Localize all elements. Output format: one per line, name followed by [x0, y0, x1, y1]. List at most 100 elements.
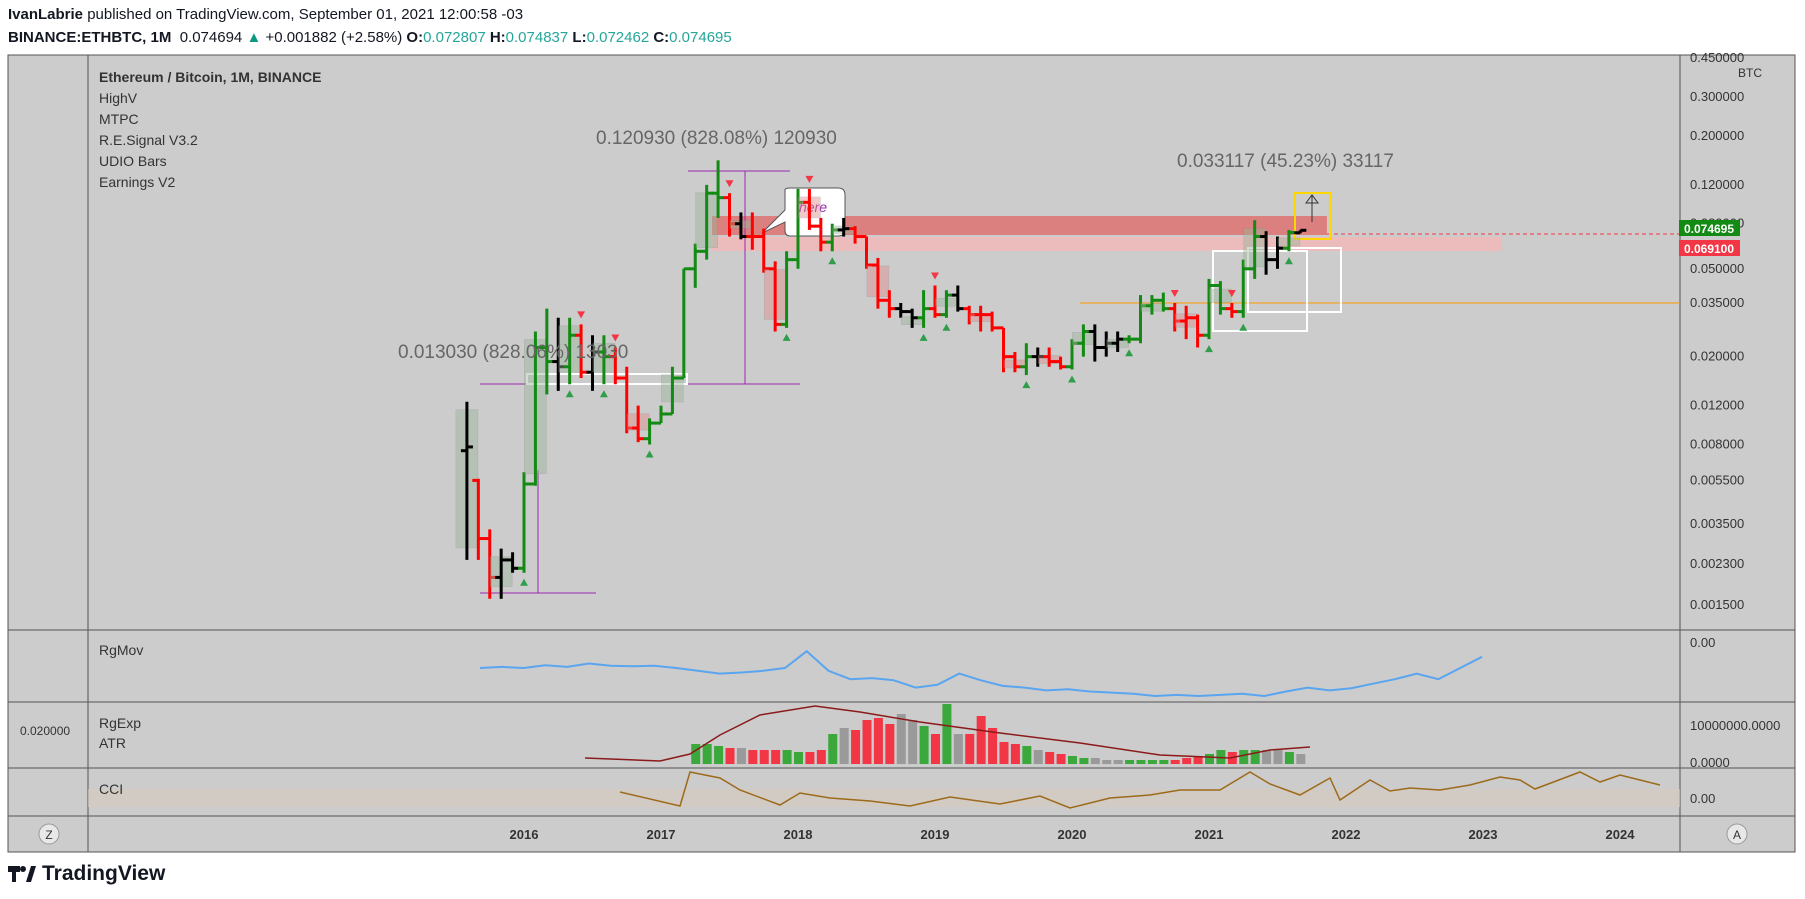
buy-signal-icon	[1284, 257, 1293, 265]
tradingview-logo[interactable]: TradingView	[8, 862, 165, 886]
rgexp-bar	[851, 730, 861, 764]
arrow-up-icon	[1305, 194, 1319, 204]
time-tick: 2023	[1469, 827, 1498, 842]
cci-band	[88, 789, 1680, 807]
rgexp-bar	[965, 734, 975, 764]
auto-scale-left-button[interactable]	[38, 823, 60, 845]
level-price-tag	[1679, 240, 1740, 256]
sell-signal-icon	[577, 311, 586, 319]
rgexp-bar	[1250, 750, 1260, 764]
buy-signal-icon	[828, 257, 837, 265]
price-tick: 0.002300	[1690, 556, 1744, 571]
change-arrow-icon: ▲	[246, 29, 262, 46]
rgexp-bar	[691, 744, 701, 764]
resistance-zone[interactable]	[712, 216, 1327, 235]
white-box-3	[526, 373, 688, 385]
drawing-overlays: here	[480, 170, 1680, 594]
low-value: 0.072462	[586, 29, 650, 46]
rgexp-bar	[1056, 754, 1066, 764]
price-bars	[455, 160, 1307, 599]
rgexp-bar	[1090, 758, 1100, 764]
rgexp-label: RgExp	[99, 715, 141, 731]
ohlc-header: BINANCE:ETHBTC, 1M 0.074694 ▲ +0.001882 …	[8, 29, 732, 46]
time-tick: 2018	[784, 827, 813, 842]
price-tick: 0.035000	[1690, 295, 1744, 310]
rgexp-tick-bottom: 0.0000	[1690, 755, 1730, 770]
rgexp-tick-top: 10000000.0000	[1690, 718, 1780, 733]
time-tick: 2020	[1058, 827, 1087, 842]
rgexp-bar	[976, 716, 986, 764]
price-tick: 0.020000	[1690, 349, 1744, 364]
rgexp-bar	[1273, 750, 1283, 764]
price-tick: 0.012000	[1690, 398, 1744, 413]
rgexp-bar	[748, 750, 758, 764]
rgexp-bar	[1045, 752, 1055, 764]
white-box-1	[1212, 250, 1308, 332]
left-btn-text: Z	[45, 828, 52, 842]
rgexp-bar	[862, 720, 872, 764]
rgexp-bar	[999, 742, 1009, 764]
sell-signal-icon	[1227, 289, 1236, 297]
rgexp-histogram	[691, 704, 1306, 764]
cci-label: CCI	[99, 781, 123, 797]
rgexp-bar	[839, 728, 849, 764]
rgexp-bar	[1193, 756, 1203, 764]
price-tick: 0.200000	[1690, 128, 1744, 143]
last-price-tag-text: 0.074695	[1684, 222, 1734, 236]
price-tick: 0.003500	[1690, 516, 1744, 531]
measure-label-recent: 0.033117 (45.23%) 33117	[1177, 151, 1394, 172]
buy-signal-icon	[1239, 323, 1248, 331]
rgexp-bar	[1296, 754, 1306, 764]
legend-indicator: R.E.Signal V3.2	[99, 132, 198, 148]
change-value: +0.001882 (+2.58%)	[265, 29, 403, 46]
rgexp-bar	[953, 734, 963, 764]
publisher-name[interactable]: IvanLabrie	[8, 6, 84, 23]
legend-title: Ethereum / Bitcoin, 1M, BINANCE	[99, 69, 321, 85]
auto-scale-button[interactable]	[1726, 823, 1748, 845]
rgexp-bar	[885, 724, 895, 764]
sell-signal-icon	[725, 180, 734, 188]
axis-currency: BTC	[1738, 66, 1762, 80]
open-label: O:	[406, 29, 424, 46]
price-axis[interactable]: 0.4500000.3000000.2000000.1200000.080000…	[1690, 50, 1744, 612]
close-value: 0.074695	[669, 29, 732, 46]
price-tick: 0.450000	[1690, 50, 1744, 65]
rgexp-bar	[1068, 756, 1077, 764]
rgexp-bar	[942, 704, 952, 764]
rgexp-left-label: 0.020000	[20, 724, 70, 738]
time-axis[interactable]: 2016 2017 2018 2019 2020 2021 2022 2023 2024	[510, 827, 1636, 842]
rgexp-bar	[1033, 750, 1043, 764]
legend-indicator: MTPC	[99, 111, 139, 127]
rgexp-bar	[771, 750, 781, 764]
rgexp-bar	[816, 750, 826, 764]
measure-label-bottom: 0.013030 (828.06%) 13030	[398, 342, 628, 363]
buy-signal-icon	[919, 333, 928, 341]
rgexp-bar	[1205, 754, 1214, 764]
rgexp-bar	[988, 728, 998, 764]
low-label: L:	[572, 29, 587, 46]
publish-info: IvanLabrie published on TradingView.com,…	[8, 6, 523, 23]
level-price-tag-text: 0.069100	[1684, 242, 1734, 256]
rgexp-bar	[828, 734, 838, 764]
atr-label: ATR	[99, 735, 126, 751]
last-price-tag	[1679, 220, 1740, 236]
buy-signal-icon	[1068, 375, 1076, 383]
rgexp-bar	[702, 744, 712, 764]
rgexp-bar	[896, 714, 906, 764]
sell-signal-icon	[611, 334, 620, 342]
sell-signal-icon	[1170, 289, 1179, 297]
price-tick: 0.050000	[1690, 261, 1744, 276]
rgexp-bar	[919, 726, 929, 764]
support-zone[interactable]	[712, 237, 1502, 251]
price-tick: 0.001500	[1690, 597, 1744, 612]
price-tick: 0.300000	[1690, 89, 1744, 104]
rgexp-bar	[1262, 750, 1272, 764]
buy-signal-icon	[599, 390, 608, 398]
time-tick: 2022	[1332, 827, 1361, 842]
symbol-label: BINANCE:ETHBTC, 1M	[8, 29, 172, 46]
time-tick: 2019	[921, 827, 950, 842]
time-tick: 2024	[1606, 827, 1636, 842]
rgexp-bar	[1136, 760, 1146, 764]
rgexp-bar	[1147, 760, 1157, 764]
